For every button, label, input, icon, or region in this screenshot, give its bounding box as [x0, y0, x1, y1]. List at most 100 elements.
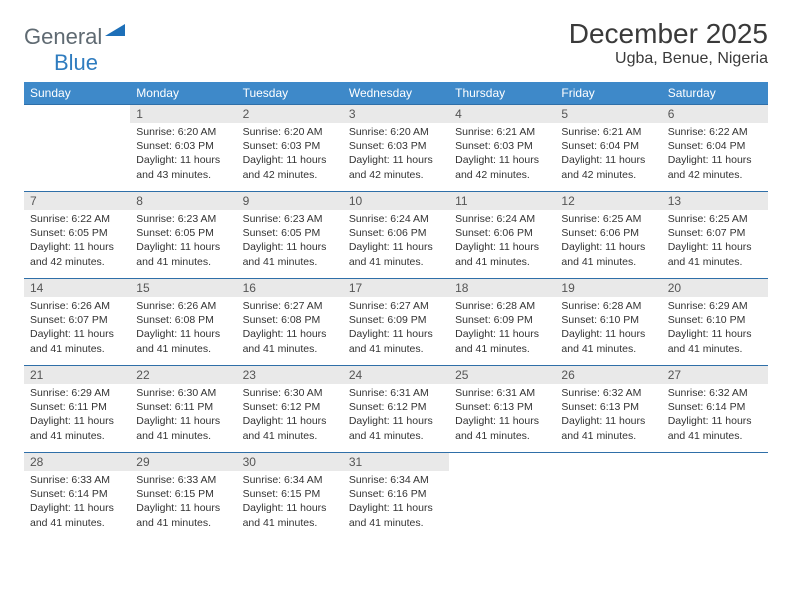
day-data: Sunrise: 6:27 AMSunset: 6:09 PMDaylight:…: [343, 297, 449, 360]
title-block: December 2025 Ugba, Benue, Nigeria: [569, 18, 768, 68]
calendar-cell: 19Sunrise: 6:28 AMSunset: 6:10 PMDayligh…: [555, 279, 661, 366]
day-data: Sunrise: 6:26 AMSunset: 6:08 PMDaylight:…: [130, 297, 236, 360]
day-data: Sunrise: 6:22 AMSunset: 6:04 PMDaylight:…: [662, 123, 768, 186]
day-number: 5: [555, 105, 661, 123]
calendar-cell: .: [24, 105, 130, 192]
weekday-header: Saturday: [662, 82, 768, 105]
day-data: Sunrise: 6:31 AMSunset: 6:12 PMDaylight:…: [343, 384, 449, 447]
day-number: 20: [662, 279, 768, 297]
calendar-cell: 14Sunrise: 6:26 AMSunset: 6:07 PMDayligh…: [24, 279, 130, 366]
calendar-cell: 22Sunrise: 6:30 AMSunset: 6:11 PMDayligh…: [130, 366, 236, 453]
day-data: Sunrise: 6:33 AMSunset: 6:15 PMDaylight:…: [130, 471, 236, 534]
day-data: Sunrise: 6:21 AMSunset: 6:03 PMDaylight:…: [449, 123, 555, 186]
day-number: 16: [237, 279, 343, 297]
calendar-body: . 1Sunrise: 6:20 AMSunset: 6:03 PMDaylig…: [24, 105, 768, 540]
day-data: Sunrise: 6:30 AMSunset: 6:12 PMDaylight:…: [237, 384, 343, 447]
day-data: Sunrise: 6:25 AMSunset: 6:07 PMDaylight:…: [662, 210, 768, 273]
day-number: 17: [343, 279, 449, 297]
day-number: 21: [24, 366, 130, 384]
day-data: Sunrise: 6:29 AMSunset: 6:10 PMDaylight:…: [662, 297, 768, 360]
calendar-cell: 6Sunrise: 6:22 AMSunset: 6:04 PMDaylight…: [662, 105, 768, 192]
day-data: Sunrise: 6:34 AMSunset: 6:15 PMDaylight:…: [237, 471, 343, 534]
calendar-row: . 1Sunrise: 6:20 AMSunset: 6:03 PMDaylig…: [24, 105, 768, 192]
day-number: 14: [24, 279, 130, 297]
day-number: 7: [24, 192, 130, 210]
calendar-row: 7Sunrise: 6:22 AMSunset: 6:05 PMDaylight…: [24, 192, 768, 279]
day-data: Sunrise: 6:27 AMSunset: 6:08 PMDaylight:…: [237, 297, 343, 360]
day-number: 12: [555, 192, 661, 210]
calendar-cell: 16Sunrise: 6:27 AMSunset: 6:08 PMDayligh…: [237, 279, 343, 366]
day-number: 10: [343, 192, 449, 210]
day-number: 27: [662, 366, 768, 384]
day-data: Sunrise: 6:20 AMSunset: 6:03 PMDaylight:…: [130, 123, 236, 186]
calendar-cell: 9Sunrise: 6:23 AMSunset: 6:05 PMDaylight…: [237, 192, 343, 279]
logo-text-blue: Blue: [54, 50, 98, 75]
day-number: 9: [237, 192, 343, 210]
day-number: 11: [449, 192, 555, 210]
day-number: 30: [237, 453, 343, 471]
day-data: Sunrise: 6:32 AMSunset: 6:13 PMDaylight:…: [555, 384, 661, 447]
day-number: 6: [662, 105, 768, 123]
day-number: 3: [343, 105, 449, 123]
day-data: Sunrise: 6:23 AMSunset: 6:05 PMDaylight:…: [130, 210, 236, 273]
calendar-cell: 8Sunrise: 6:23 AMSunset: 6:05 PMDaylight…: [130, 192, 236, 279]
day-number: 13: [662, 192, 768, 210]
calendar-cell: 10Sunrise: 6:24 AMSunset: 6:06 PMDayligh…: [343, 192, 449, 279]
day-data: Sunrise: 6:33 AMSunset: 6:14 PMDaylight:…: [24, 471, 130, 534]
day-data: Sunrise: 6:31 AMSunset: 6:13 PMDaylight:…: [449, 384, 555, 447]
weekday-header: Thursday: [449, 82, 555, 105]
calendar-cell: 25Sunrise: 6:31 AMSunset: 6:13 PMDayligh…: [449, 366, 555, 453]
day-number: 2: [237, 105, 343, 123]
calendar-cell: 7Sunrise: 6:22 AMSunset: 6:05 PMDaylight…: [24, 192, 130, 279]
page-title: December 2025: [569, 18, 768, 50]
calendar-cell: 26Sunrise: 6:32 AMSunset: 6:13 PMDayligh…: [555, 366, 661, 453]
calendar-cell: 30Sunrise: 6:34 AMSunset: 6:15 PMDayligh…: [237, 453, 343, 540]
day-data: Sunrise: 6:32 AMSunset: 6:14 PMDaylight:…: [662, 384, 768, 447]
day-number: 4: [449, 105, 555, 123]
day-data: Sunrise: 6:26 AMSunset: 6:07 PMDaylight:…: [24, 297, 130, 360]
calendar-thead: SundayMondayTuesdayWednesdayThursdayFrid…: [24, 82, 768, 105]
day-number: 31: [343, 453, 449, 471]
calendar-cell: .: [449, 453, 555, 540]
calendar-cell: 17Sunrise: 6:27 AMSunset: 6:09 PMDayligh…: [343, 279, 449, 366]
day-number: 15: [130, 279, 236, 297]
calendar-cell: 23Sunrise: 6:30 AMSunset: 6:12 PMDayligh…: [237, 366, 343, 453]
day-number: 19: [555, 279, 661, 297]
calendar-cell: 5Sunrise: 6:21 AMSunset: 6:04 PMDaylight…: [555, 105, 661, 192]
day-data: Sunrise: 6:28 AMSunset: 6:10 PMDaylight:…: [555, 297, 661, 360]
calendar-cell: 29Sunrise: 6:33 AMSunset: 6:15 PMDayligh…: [130, 453, 236, 540]
calendar-row: 14Sunrise: 6:26 AMSunset: 6:07 PMDayligh…: [24, 279, 768, 366]
calendar-cell: 12Sunrise: 6:25 AMSunset: 6:06 PMDayligh…: [555, 192, 661, 279]
day-number: 1: [130, 105, 236, 123]
calendar-page: General December 2025 Ugba, Benue, Niger…: [0, 0, 792, 612]
day-data: Sunrise: 6:24 AMSunset: 6:06 PMDaylight:…: [449, 210, 555, 273]
calendar-row: 21Sunrise: 6:29 AMSunset: 6:11 PMDayligh…: [24, 366, 768, 453]
weekday-header: Friday: [555, 82, 661, 105]
day-number: 23: [237, 366, 343, 384]
day-number: 18: [449, 279, 555, 297]
logo-text-general: General: [24, 24, 102, 50]
day-data: Sunrise: 6:30 AMSunset: 6:11 PMDaylight:…: [130, 384, 236, 447]
calendar-cell: 18Sunrise: 6:28 AMSunset: 6:09 PMDayligh…: [449, 279, 555, 366]
day-data: Sunrise: 6:29 AMSunset: 6:11 PMDaylight:…: [24, 384, 130, 447]
day-number: 24: [343, 366, 449, 384]
logo: General: [24, 18, 125, 51]
weekday-header: Monday: [130, 82, 236, 105]
calendar-cell: 4Sunrise: 6:21 AMSunset: 6:03 PMDaylight…: [449, 105, 555, 192]
day-number: 29: [130, 453, 236, 471]
day-data: Sunrise: 6:20 AMSunset: 6:03 PMDaylight:…: [237, 123, 343, 186]
calendar-cell: 28Sunrise: 6:33 AMSunset: 6:14 PMDayligh…: [24, 453, 130, 540]
calendar-cell: 31Sunrise: 6:34 AMSunset: 6:16 PMDayligh…: [343, 453, 449, 540]
calendar-cell: .: [555, 453, 661, 540]
day-number: 26: [555, 366, 661, 384]
logo-triangle-icon: [105, 22, 125, 41]
weekday-row: SundayMondayTuesdayWednesdayThursdayFrid…: [24, 82, 768, 105]
day-number: 8: [130, 192, 236, 210]
calendar-cell: .: [662, 453, 768, 540]
calendar-cell: 1Sunrise: 6:20 AMSunset: 6:03 PMDaylight…: [130, 105, 236, 192]
weekday-header: Sunday: [24, 82, 130, 105]
calendar-cell: 21Sunrise: 6:29 AMSunset: 6:11 PMDayligh…: [24, 366, 130, 453]
day-data: Sunrise: 6:28 AMSunset: 6:09 PMDaylight:…: [449, 297, 555, 360]
day-data: Sunrise: 6:23 AMSunset: 6:05 PMDaylight:…: [237, 210, 343, 273]
calendar-row: 28Sunrise: 6:33 AMSunset: 6:14 PMDayligh…: [24, 453, 768, 540]
